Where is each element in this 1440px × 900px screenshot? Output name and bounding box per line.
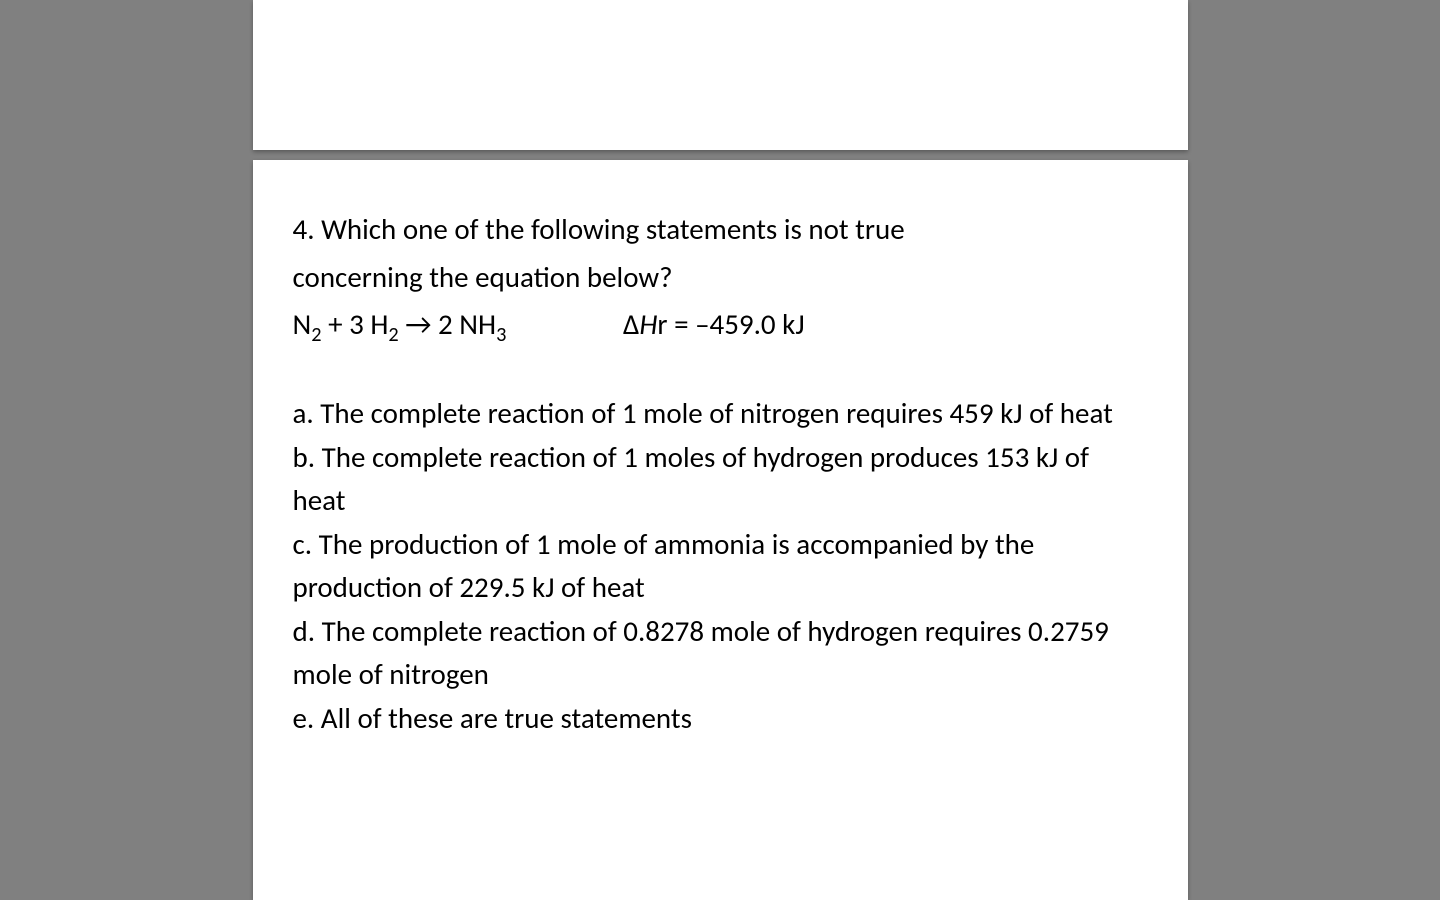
eq-sub1: 2 [311, 323, 321, 347]
question-stem-line1: 4. Which one of the following statements… [293, 208, 1148, 252]
option-a: a. The complete reaction of 1 mole of ni… [293, 392, 1148, 436]
option-b: b. The complete reaction of 1 moles of h… [293, 436, 1148, 523]
eq-plus: + 3 H [322, 306, 389, 342]
previous-slide-partial [253, 0, 1188, 150]
option-d: d. The complete reaction of 0.8278 mole … [293, 610, 1148, 697]
eq-sub2: 2 [388, 323, 398, 347]
enthalpy-value: ΔHr = –459.0 kJ [623, 303, 805, 347]
eq-arrow: → 2 NH [399, 306, 496, 342]
h-italic: H [639, 306, 657, 342]
option-c: c. The production of 1 mole of ammonia i… [293, 523, 1148, 610]
question-stem-line2: concerning the equation below? [293, 256, 1148, 300]
delta-symbol: Δ [623, 306, 639, 342]
reaction-equation: N2 + 3 H2 → 2 NH3 [293, 303, 507, 350]
r-suffix: r = –459.0 kJ [657, 306, 804, 342]
equation-line: N2 + 3 H2 → 2 NH3 ΔHr = –459.0 kJ [293, 303, 1148, 350]
eq-sub3: 3 [496, 323, 506, 347]
eq-n: N [293, 306, 312, 342]
question-slide: 4. Which one of the following statements… [253, 160, 1188, 900]
option-e: e. All of these are true statements [293, 697, 1148, 741]
